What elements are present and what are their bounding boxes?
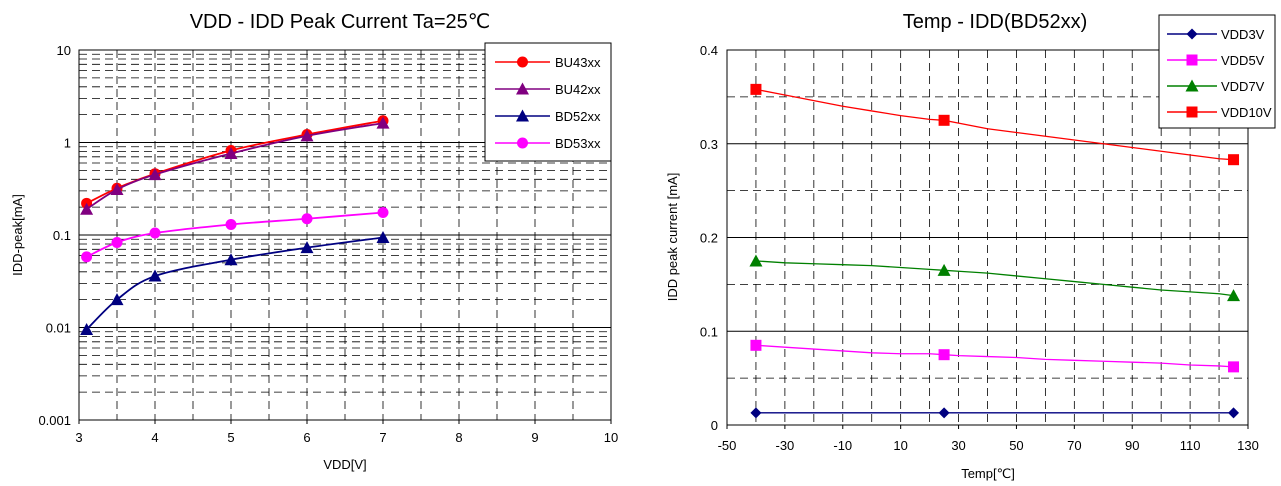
data-point-BU42xx	[110, 183, 124, 196]
y-tick-label: 0.2	[700, 231, 718, 246]
x-tick-label: 6	[303, 430, 310, 445]
x-tick-label: 9	[531, 430, 538, 445]
chart-right-plot-frame	[726, 49, 1249, 426]
data-point-VDD10V	[750, 83, 762, 95]
x-tick-label: 7	[379, 430, 386, 445]
data-point-BU42xx	[80, 202, 94, 215]
chart-right: Temp - IDD(BD52xx) -50 -30 -10 10 30 50 70 90 11…	[665, 11, 1276, 481]
chart-right-xlabel: Temp[℃]	[961, 466, 1015, 481]
data-point-BD52xx	[148, 269, 162, 282]
y-tick-label: 0.3	[700, 137, 718, 152]
legend-label-VDD5V: VDD5V	[1221, 53, 1265, 68]
chart-right-ticks: -50 -30 -10 10 30 50 70 90 110 130 0 0.1 0.2 0.3 0.4	[700, 43, 1259, 453]
data-point-VDD7V	[937, 263, 951, 276]
data-point-BD52xx	[224, 253, 238, 266]
chart-right-title: Temp - IDD(BD52xx)	[903, 11, 1087, 33]
legend-label-BU43xx: BU43xx	[555, 55, 601, 70]
x-tick-label: 5	[227, 430, 234, 445]
x-tick-label: 4	[151, 430, 158, 445]
data-point-VDD7V	[1227, 289, 1241, 302]
legend-label-BD53xx: BD53xx	[555, 136, 601, 151]
chart-left-grid	[79, 50, 611, 420]
chart-right-grid	[727, 50, 1248, 425]
chart-left-xlabel: VDD[V]	[323, 457, 366, 472]
legend-marker-BD52xx	[516, 109, 529, 122]
y-tick-label: 0.4	[700, 43, 718, 58]
data-point-BD53xx	[301, 213, 313, 225]
data-point-VDD5V	[1228, 361, 1240, 373]
data-point-VDD3V	[750, 407, 762, 419]
x-tick-label: -30	[775, 438, 794, 453]
data-point-BD52xx	[110, 293, 124, 306]
x-tick-label: 8	[455, 430, 462, 445]
x-tick-label: 3	[75, 430, 82, 445]
chart-left-legend: BU43xx BU42xx BD52xx BD53xx	[484, 42, 612, 162]
x-tick-label: 10	[604, 430, 618, 445]
legend-label-VDD10V: VDD10V	[1221, 105, 1272, 120]
legend-marker-VDD10V	[1186, 106, 1198, 118]
data-point-VDD10V	[1228, 154, 1240, 166]
data-point-BU42xx	[224, 147, 238, 160]
x-tick-label: -50	[718, 438, 737, 453]
data-point-VDD10V	[938, 114, 950, 126]
chart-right-series-layer	[749, 83, 1241, 419]
x-tick-label: 90	[1125, 438, 1139, 453]
y-tick-label: 0	[711, 418, 718, 433]
legend-marker-VDD5V	[1186, 54, 1198, 66]
legend-marker-VDD7V	[1185, 79, 1199, 92]
legend-label-BU42xx: BU42xx	[555, 82, 601, 97]
x-tick-label: 50	[1009, 438, 1023, 453]
chart-right-legend: VDD3V VDD5V VDD7V VDD10V	[1158, 14, 1276, 129]
chart-left-plot-frame	[78, 49, 612, 421]
x-tick-label: 70	[1067, 438, 1081, 453]
x-tick-label: 10	[893, 438, 907, 453]
data-point-BD52xx	[300, 241, 314, 254]
x-tick-label: 30	[951, 438, 965, 453]
legend-label-BD52xx: BD52xx	[555, 109, 601, 124]
legend-marker-BU42xx	[516, 82, 529, 95]
legend-label-VDD3V: VDD3V	[1221, 27, 1265, 42]
data-point-VDD7V	[749, 254, 763, 267]
data-point-BU42xx	[376, 116, 390, 129]
legend-label-VDD7V: VDD7V	[1221, 79, 1265, 94]
series-line-VDD10V	[755, 88, 1234, 161]
data-point-VDD5V	[750, 339, 762, 351]
data-point-BD53xx	[111, 236, 123, 248]
data-point-BD53xx	[81, 251, 93, 263]
data-point-BD53xx	[149, 227, 161, 239]
data-point-BD53xx	[225, 218, 237, 230]
y-tick-label: 0.1	[53, 228, 71, 243]
chart-left-series-layer	[80, 115, 390, 336]
chart-right-ylabel: IDD peak current [mA]	[665, 173, 680, 302]
legend-marker-BU43xx	[517, 56, 528, 68]
series-line-VDD5V	[755, 344, 1234, 368]
chart-left-title: VDD - IDD Peak Current Ta=25℃	[190, 11, 491, 33]
y-tick-label: 0.01	[46, 321, 71, 336]
y-tick-label: 1	[64, 136, 71, 151]
chart-left: VDD - IDD Peak Current Ta=25℃ 3 4 5 6 7 8 9 10 0…	[10, 11, 618, 472]
data-point-BD53xx	[377, 207, 389, 219]
data-point-BD52xx	[80, 323, 94, 336]
data-point-VDD5V	[938, 349, 950, 361]
x-tick-label: 110	[1180, 438, 1201, 453]
data-point-BD52xx	[376, 230, 390, 243]
data-point-BU42xx	[148, 168, 162, 181]
y-tick-label: 10	[57, 43, 71, 58]
legend-marker-VDD3V	[1186, 28, 1198, 40]
chart-left-ticks: 3 4 5 6 7 8 9 10 0.001 0.01 0.1 1 10	[38, 43, 618, 445]
data-point-BU42xx	[300, 129, 314, 142]
legend-marker-BD53xx	[517, 137, 528, 149]
data-point-VDD3V	[1228, 407, 1240, 419]
data-point-VDD3V	[938, 407, 950, 419]
chart-left-ylabel: IDD-peak[mA]	[10, 194, 25, 276]
x-tick-label: 130	[1237, 438, 1259, 453]
series-line-VDD7V	[755, 260, 1234, 297]
series-line-BU42xx	[86, 122, 384, 210]
y-tick-label: 0.1	[700, 324, 718, 339]
x-tick-label: -10	[833, 438, 852, 453]
y-tick-label: 0.001	[38, 413, 71, 428]
